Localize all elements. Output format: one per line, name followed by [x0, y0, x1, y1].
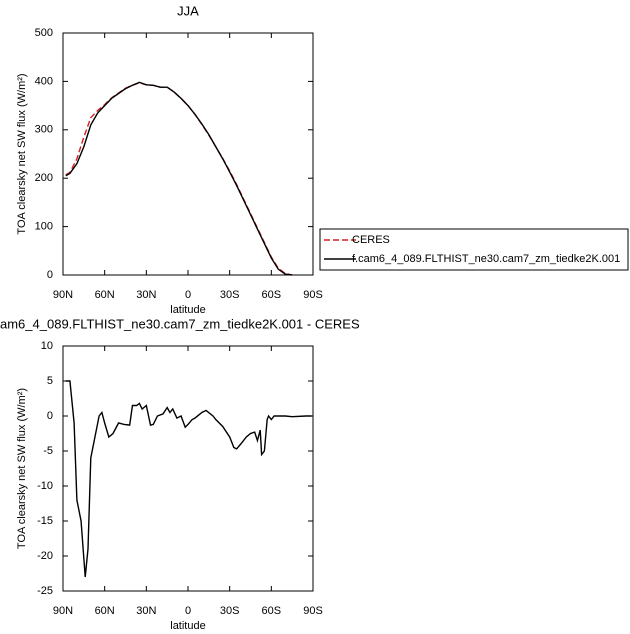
- y-tick-label: -25: [37, 585, 53, 597]
- x-axis-label: latitude: [170, 304, 205, 316]
- x-tick-label: 60S: [262, 605, 282, 617]
- x-tick-label: 90N: [53, 605, 73, 617]
- y-tick-label: 10: [41, 340, 53, 352]
- chart-title: JJA: [177, 3, 199, 18]
- x-tick-label: 60N: [95, 289, 115, 301]
- y-tick-label: 400: [35, 75, 53, 87]
- y-tick-label: -10: [37, 480, 53, 492]
- x-tick-label: 90S: [303, 605, 323, 617]
- y-tick-label: 200: [35, 172, 53, 184]
- y-tick-label: 0: [47, 410, 53, 422]
- x-tick-label: 90S: [303, 289, 323, 301]
- y-tick-label: -5: [43, 445, 53, 457]
- x-tick-label: 30N: [136, 289, 156, 301]
- y-tick-label: 500: [35, 27, 53, 39]
- legend-label: CERES: [352, 234, 390, 246]
- x-axis-label: latitude: [170, 620, 205, 632]
- y-axis-label: TOA clearsky net SW flux (W/m²): [16, 388, 28, 549]
- x-tick-label: 30S: [220, 605, 240, 617]
- x-tick-label: 90N: [53, 289, 73, 301]
- y-tick-label: 100: [35, 221, 53, 233]
- x-tick-label: 30S: [220, 289, 240, 301]
- x-tick-label: 0: [185, 605, 191, 617]
- x-tick-label: 60S: [262, 289, 282, 301]
- y-tick-label: -20: [37, 550, 53, 562]
- plot-frame: [62, 32, 314, 276]
- x-tick-label: 30N: [136, 605, 156, 617]
- data-line: [65, 380, 312, 578]
- x-tick-label: 0: [185, 289, 191, 301]
- y-tick-label: 0: [47, 269, 53, 281]
- legend-box: [319, 228, 629, 271]
- y-tick-label: -15: [37, 515, 53, 527]
- y-axis-label: TOA clearsky net SW flux (W/m²): [16, 73, 28, 234]
- chart-title: am6_4_089.FLTHIST_ne30.cam7_zm_tiedke2K.…: [0, 316, 360, 331]
- plot-frame: [62, 345, 314, 592]
- legend-label: f.cam6_4_089.FLTHIST_ne30.cam7_zm_tiedke…: [352, 253, 620, 265]
- x-tick-label: 60N: [95, 605, 115, 617]
- y-tick-label: 5: [47, 375, 53, 387]
- data-line: [65, 81, 293, 276]
- y-tick-label: 300: [35, 124, 53, 136]
